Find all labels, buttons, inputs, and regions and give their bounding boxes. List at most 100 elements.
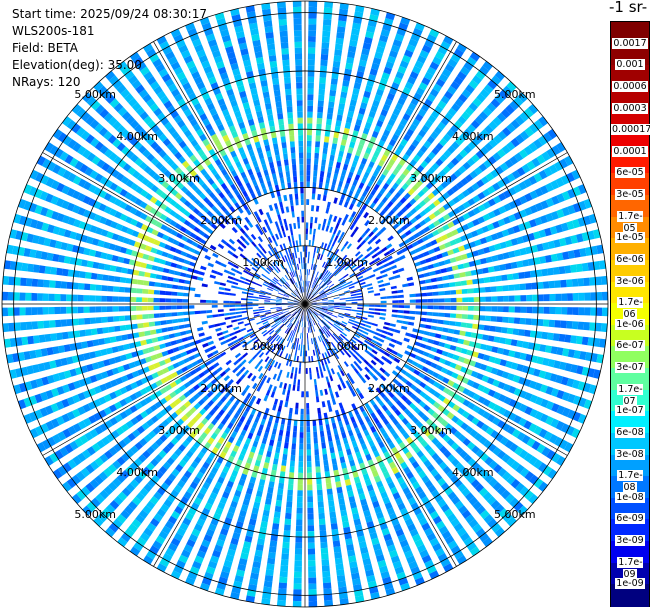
range-gate [468, 341, 476, 348]
range-gate [393, 76, 402, 85]
range-gate [164, 520, 175, 530]
range-gate [12, 245, 20, 255]
range-gate [497, 179, 506, 188]
range-gate [121, 487, 132, 497]
range-gate [111, 346, 119, 353]
range-gate [348, 190, 354, 197]
range-gate [78, 378, 87, 387]
range-gate [356, 168, 363, 176]
range-gate [208, 523, 217, 532]
range-gate [216, 200, 224, 208]
range-gate [221, 565, 231, 574]
range-gate [413, 406, 421, 414]
range-gate [553, 360, 561, 369]
range-gate [247, 295, 254, 298]
range-gate [170, 371, 178, 379]
range-gate [357, 236, 363, 243]
range-gate [283, 530, 291, 537]
range-gate [308, 294, 312, 300]
range-gate [388, 218, 395, 225]
range-gate [214, 413, 222, 421]
range-gate [585, 246, 593, 256]
range-gate [485, 365, 493, 373]
range-gate [397, 456, 405, 465]
range-gate [268, 337, 274, 343]
range-gate [238, 147, 245, 155]
range-gate [361, 552, 370, 560]
range-gate [522, 365, 530, 374]
range-gate [147, 346, 155, 353]
range-gate [421, 265, 429, 271]
range-gate [197, 220, 205, 228]
range-gate [243, 541, 252, 549]
range-gate [505, 104, 515, 115]
range-gate [268, 217, 273, 224]
range-gate [451, 458, 460, 467]
range-gate [374, 395, 381, 403]
range-gate [348, 203, 355, 210]
range-gate [274, 318, 281, 323]
range-gate [499, 162, 509, 172]
range-gate [323, 13, 332, 20]
range-gate [230, 246, 237, 252]
range-gate [282, 297, 289, 300]
range-gate [227, 261, 234, 267]
range-gate [306, 432, 311, 438]
range-gate [544, 227, 552, 237]
range-gate [246, 113, 253, 121]
range-gate [367, 386, 374, 393]
range-gate [397, 65, 407, 74]
range-gate [454, 237, 462, 244]
range-gate [277, 292, 284, 296]
range-gate [266, 420, 272, 428]
range-gate [468, 260, 476, 267]
range-gate [115, 223, 124, 231]
range-gate [502, 85, 513, 96]
range-gate [120, 88, 131, 99]
range-gate [405, 492, 414, 501]
range-gate [344, 345, 350, 352]
range-gate [188, 397, 196, 404]
range-gate [472, 501, 482, 511]
range-gate [41, 222, 50, 232]
range-gate [216, 61, 225, 69]
range-gate [472, 207, 481, 215]
range-gate [398, 305, 405, 308]
range-gate [326, 292, 333, 296]
range-gate [439, 445, 448, 454]
range-gate [324, 339, 328, 346]
range-gate [292, 437, 297, 444]
range-gate [247, 584, 257, 592]
range-gate [421, 366, 429, 373]
range-gate [346, 177, 352, 184]
range-gate [405, 202, 413, 210]
range-gate [321, 248, 326, 255]
range-gate [175, 135, 184, 144]
range-gate [305, 251, 308, 258]
range-gate [479, 306, 486, 312]
range-gate [58, 227, 66, 237]
range-gate [289, 241, 293, 248]
range-gate [388, 461, 397, 470]
range-gate [414, 465, 423, 474]
range-gate [338, 277, 344, 282]
range-gate [113, 155, 123, 165]
range-gate [220, 29, 230, 37]
range-gate [185, 512, 194, 521]
range-gate [596, 307, 603, 316]
range-gate [345, 297, 352, 300]
range-gate [525, 353, 533, 362]
range-gate [601, 291, 608, 301]
range-gate [287, 306, 294, 308]
range-gate [338, 259, 344, 265]
range-gate [260, 317, 267, 321]
range-gate [330, 393, 335, 400]
range-gate [390, 404, 398, 412]
range-gate [485, 345, 493, 352]
range-gate [164, 206, 172, 214]
range-gate [265, 569, 274, 576]
range-gate [191, 71, 201, 80]
range-gate [274, 240, 279, 247]
range-gate [583, 277, 590, 286]
range-gate [241, 546, 250, 555]
